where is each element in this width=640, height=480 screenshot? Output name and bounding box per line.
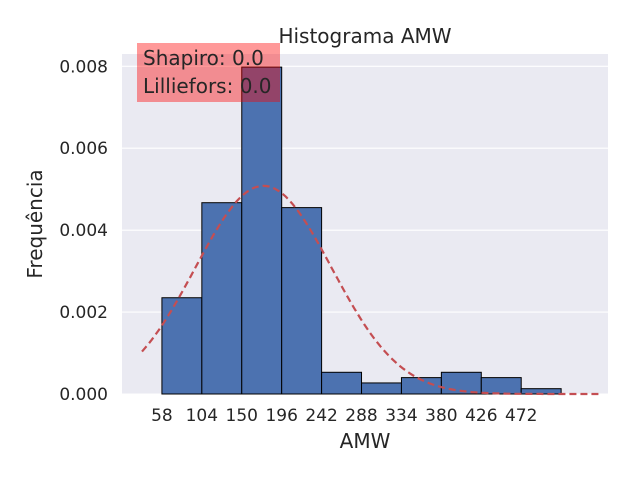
annotation-line-lilliefors: Lilliefors: 0.0 xyxy=(143,74,272,98)
normal-curve xyxy=(141,184,600,396)
x-tick-label: 426 xyxy=(465,406,497,426)
y-tick-label: 0.008 xyxy=(59,57,108,77)
x-tick-label: 380 xyxy=(425,406,457,426)
histogram-bar xyxy=(241,66,283,395)
histogram-bar xyxy=(201,202,243,395)
chart-title: Histograma AMW xyxy=(278,24,451,48)
y-tick-label: 0.004 xyxy=(59,221,108,241)
histogram-bar xyxy=(321,371,363,395)
stats-annotation: Shapiro: 0.0 Lilliefors: 0.0 xyxy=(137,43,280,102)
histogram-bar xyxy=(480,377,522,395)
x-tick-labels: 58 104 150 196 242 288 334 380 426 472 xyxy=(151,406,537,426)
x-tick-label: 58 xyxy=(151,406,173,426)
histogram-bar xyxy=(361,382,402,395)
x-axis-label: AMW xyxy=(340,429,391,453)
y-tick-label: 0.002 xyxy=(59,303,108,323)
x-tick-label: 472 xyxy=(505,406,537,426)
annotation-line-shapiro: Shapiro: 0.0 xyxy=(143,46,264,70)
y-tick-labels: 0.000 0.002 0.004 0.006 0.008 xyxy=(59,57,108,405)
histogram-bar xyxy=(281,207,323,395)
x-tick-label: 104 xyxy=(186,406,218,426)
annotation-box xyxy=(137,43,280,102)
x-tick-label: 334 xyxy=(385,406,417,426)
x-tick-label: 150 xyxy=(226,406,258,426)
bars xyxy=(161,66,562,395)
y-tick-label: 0.006 xyxy=(59,139,108,159)
y-axis-label: Frequência xyxy=(23,169,47,278)
x-tick-label: 242 xyxy=(305,406,337,426)
x-tick-label: 196 xyxy=(265,406,297,426)
y-tick-label: 0.000 xyxy=(59,385,108,405)
histogram-bar xyxy=(161,297,203,395)
x-tick-label: 288 xyxy=(345,406,377,426)
